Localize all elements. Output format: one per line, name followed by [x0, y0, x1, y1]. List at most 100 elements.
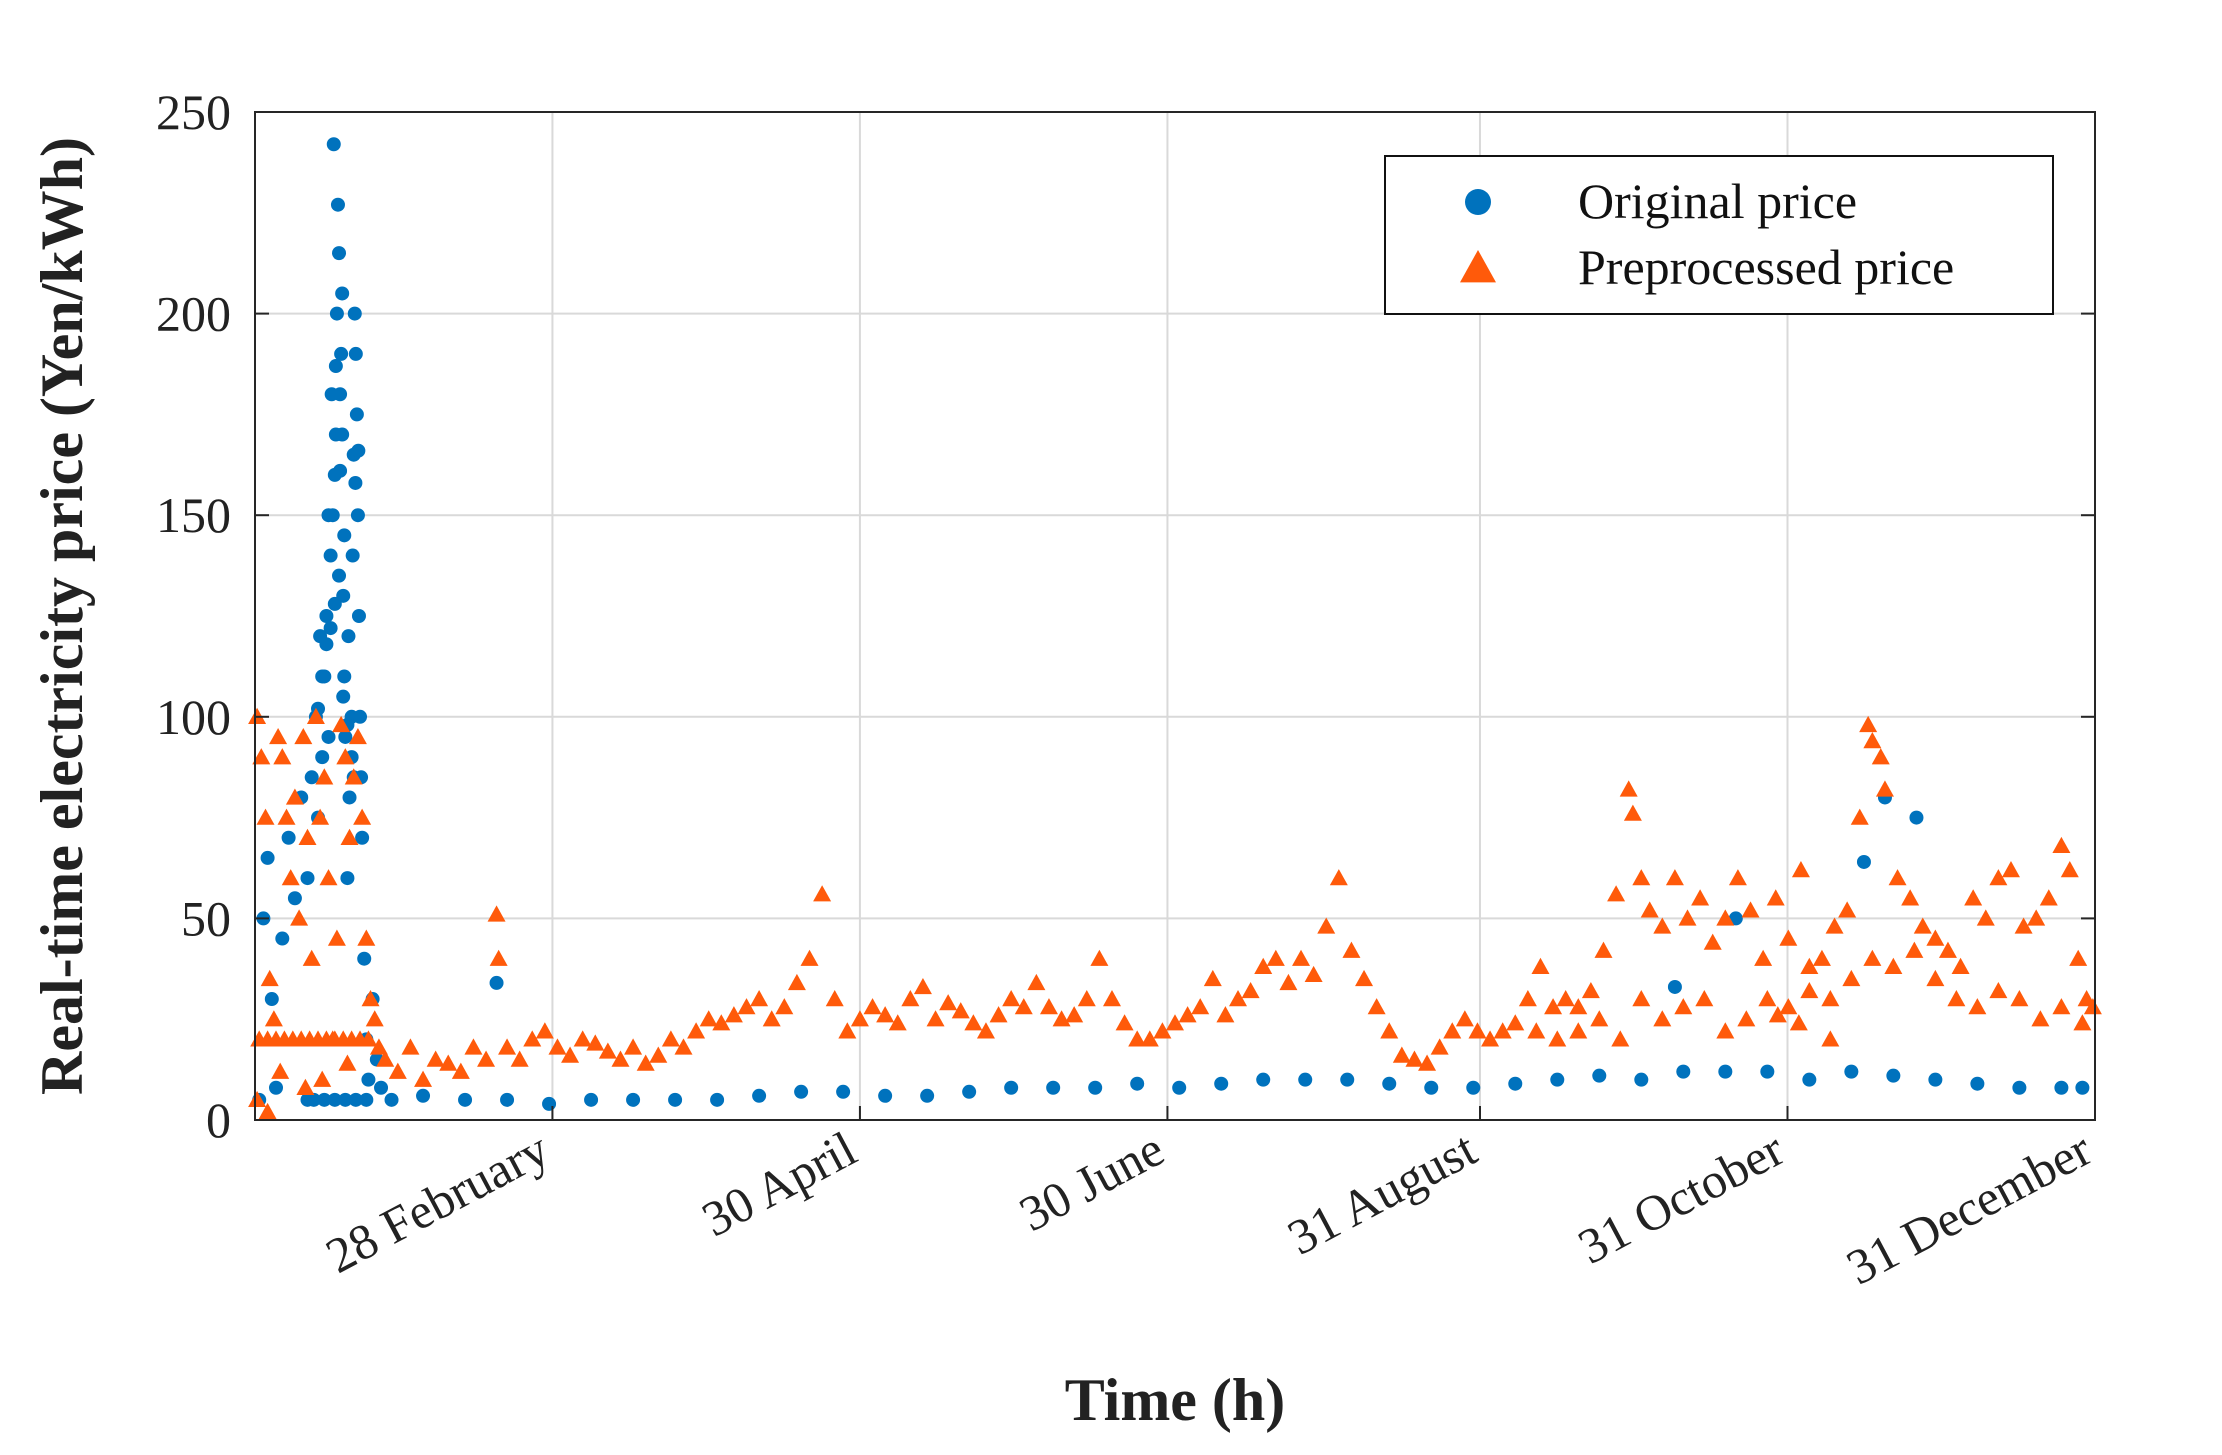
data-point-original — [361, 1072, 376, 1087]
data-point-preprocessed — [2039, 889, 2058, 906]
data-point-preprocessed — [1989, 981, 2008, 999]
data-point-preprocessed — [712, 1014, 731, 1031]
data-point-original — [269, 1080, 284, 1095]
data-point-preprocessed — [976, 1022, 995, 1039]
data-point-preprocessed — [1989, 869, 2008, 886]
data-point-preprocessed — [1355, 969, 1374, 987]
data-point-preprocessed — [1779, 929, 1798, 946]
data-point-preprocessed — [1367, 998, 1386, 1015]
data-point-original — [500, 1092, 515, 1107]
data-point-preprocessed — [2010, 990, 2029, 1007]
data-point-preprocessed — [1665, 869, 1684, 886]
data-point-preprocessed — [1842, 969, 1861, 987]
data-point-preprocessed — [1640, 901, 1659, 918]
data-point-preprocessed — [1791, 861, 1810, 878]
data-point-preprocessed — [1632, 990, 1651, 1007]
data-point-original — [319, 637, 334, 652]
data-point-preprocessed — [1812, 949, 1831, 966]
data-point-preprocessed — [332, 715, 351, 733]
data-point-preprocessed — [863, 998, 882, 1015]
data-point-preprocessed — [901, 990, 920, 1007]
data-point-original — [1466, 1080, 1481, 1095]
data-point-preprocessed — [724, 1006, 743, 1023]
data-point-preprocessed — [1947, 990, 1966, 1007]
data-point-original — [458, 1092, 473, 1107]
data-point-preprocessed — [1758, 990, 1777, 1007]
data-point-original — [836, 1084, 851, 1099]
data-point-original — [335, 427, 350, 442]
data-point-preprocessed — [1884, 957, 1903, 974]
data-point-preprocessed — [926, 1010, 945, 1027]
data-point-original — [351, 609, 366, 623]
data-point-preprocessed — [1716, 1022, 1735, 1039]
data-point-original — [317, 1092, 332, 1107]
data-point-preprocessed — [401, 1038, 420, 1055]
data-point-preprocessed — [2014, 917, 2033, 934]
data-point-preprocessed — [800, 949, 819, 966]
data-point-original — [584, 1092, 599, 1107]
data-point-preprocessed — [1594, 941, 1613, 958]
data-point-original — [345, 548, 360, 563]
data-point-preprocessed — [838, 1022, 857, 1039]
data-point-original — [1802, 1072, 1817, 1087]
data-point-preprocessed — [264, 1010, 283, 1027]
data-point-preprocessed — [1653, 1010, 1672, 1027]
data-point-original — [1424, 1080, 1439, 1095]
data-point-preprocessed — [913, 977, 932, 995]
data-point-original — [384, 1092, 399, 1107]
data-point-original — [1004, 1080, 1019, 1095]
data-point-original — [321, 508, 336, 523]
data-point-original — [337, 528, 352, 543]
data-point-preprocessed — [1229, 990, 1248, 1007]
data-point-preprocessed — [1027, 973, 1046, 991]
data-point-preprocessed — [1153, 1022, 1172, 1039]
data-point-preprocessed — [1691, 889, 1710, 906]
data-point-preprocessed — [1888, 869, 1907, 886]
data-point-preprocessed — [825, 990, 844, 1007]
data-point-preprocessed — [2031, 1010, 2050, 1027]
data-point-preprocessed — [951, 1002, 970, 1019]
data-point-preprocessed — [489, 949, 508, 966]
data-point-preprocessed — [611, 1050, 630, 1067]
y-tick-label: 150 — [156, 487, 231, 543]
data-point-preprocessed — [1481, 1030, 1500, 1047]
data-point-preprocessed — [252, 748, 271, 765]
data-point-preprocessed — [1838, 901, 1857, 918]
data-point-preprocessed — [336, 748, 355, 765]
data-point-preprocessed — [535, 1022, 554, 1039]
data-point-preprocessed — [1548, 1030, 1567, 1047]
data-point-original — [281, 830, 296, 845]
data-point-preprocessed — [1825, 917, 1844, 934]
data-point-preprocessed — [1556, 990, 1575, 1007]
data-point-preprocessed — [414, 1070, 433, 1087]
data-point-preprocessed — [1569, 1022, 1588, 1039]
data-point-original — [323, 548, 338, 563]
data-point-original — [342, 790, 357, 805]
data-point-preprocessed — [1871, 748, 1890, 765]
data-point-preprocessed — [285, 788, 304, 805]
data-point-original — [353, 709, 368, 724]
data-point-preprocessed — [1115, 1014, 1134, 1031]
data-point-original — [315, 669, 330, 684]
data-point-preprocessed — [1875, 780, 1894, 797]
data-point-original — [324, 387, 339, 402]
data-point-original — [1592, 1068, 1607, 1083]
data-point-original — [338, 729, 353, 744]
data-point-preprocessed — [1951, 957, 1970, 974]
data-point-preprocessed — [1544, 998, 1563, 1015]
x-tick-label: 31 October — [1569, 1120, 1793, 1275]
series-preprocessed-price — [248, 707, 2102, 1120]
data-point-original — [1856, 854, 1871, 869]
data-point-preprocessed — [1968, 998, 1987, 1015]
data-point-preprocessed — [1178, 1006, 1197, 1023]
data-point-preprocessed — [348, 727, 367, 745]
data-point-preprocessed — [388, 1062, 407, 1079]
data-point-preprocessed — [1392, 1046, 1411, 1063]
data-point-preprocessed — [775, 998, 794, 1015]
data-point-preprocessed — [624, 1038, 643, 1055]
data-point-original — [2012, 1080, 2027, 1095]
data-point-preprocessed — [1493, 1022, 1512, 1039]
data-point-preprocessed — [1455, 1010, 1474, 1027]
data-point-original — [349, 407, 364, 422]
legend-marker-original-price — [1465, 189, 1491, 215]
